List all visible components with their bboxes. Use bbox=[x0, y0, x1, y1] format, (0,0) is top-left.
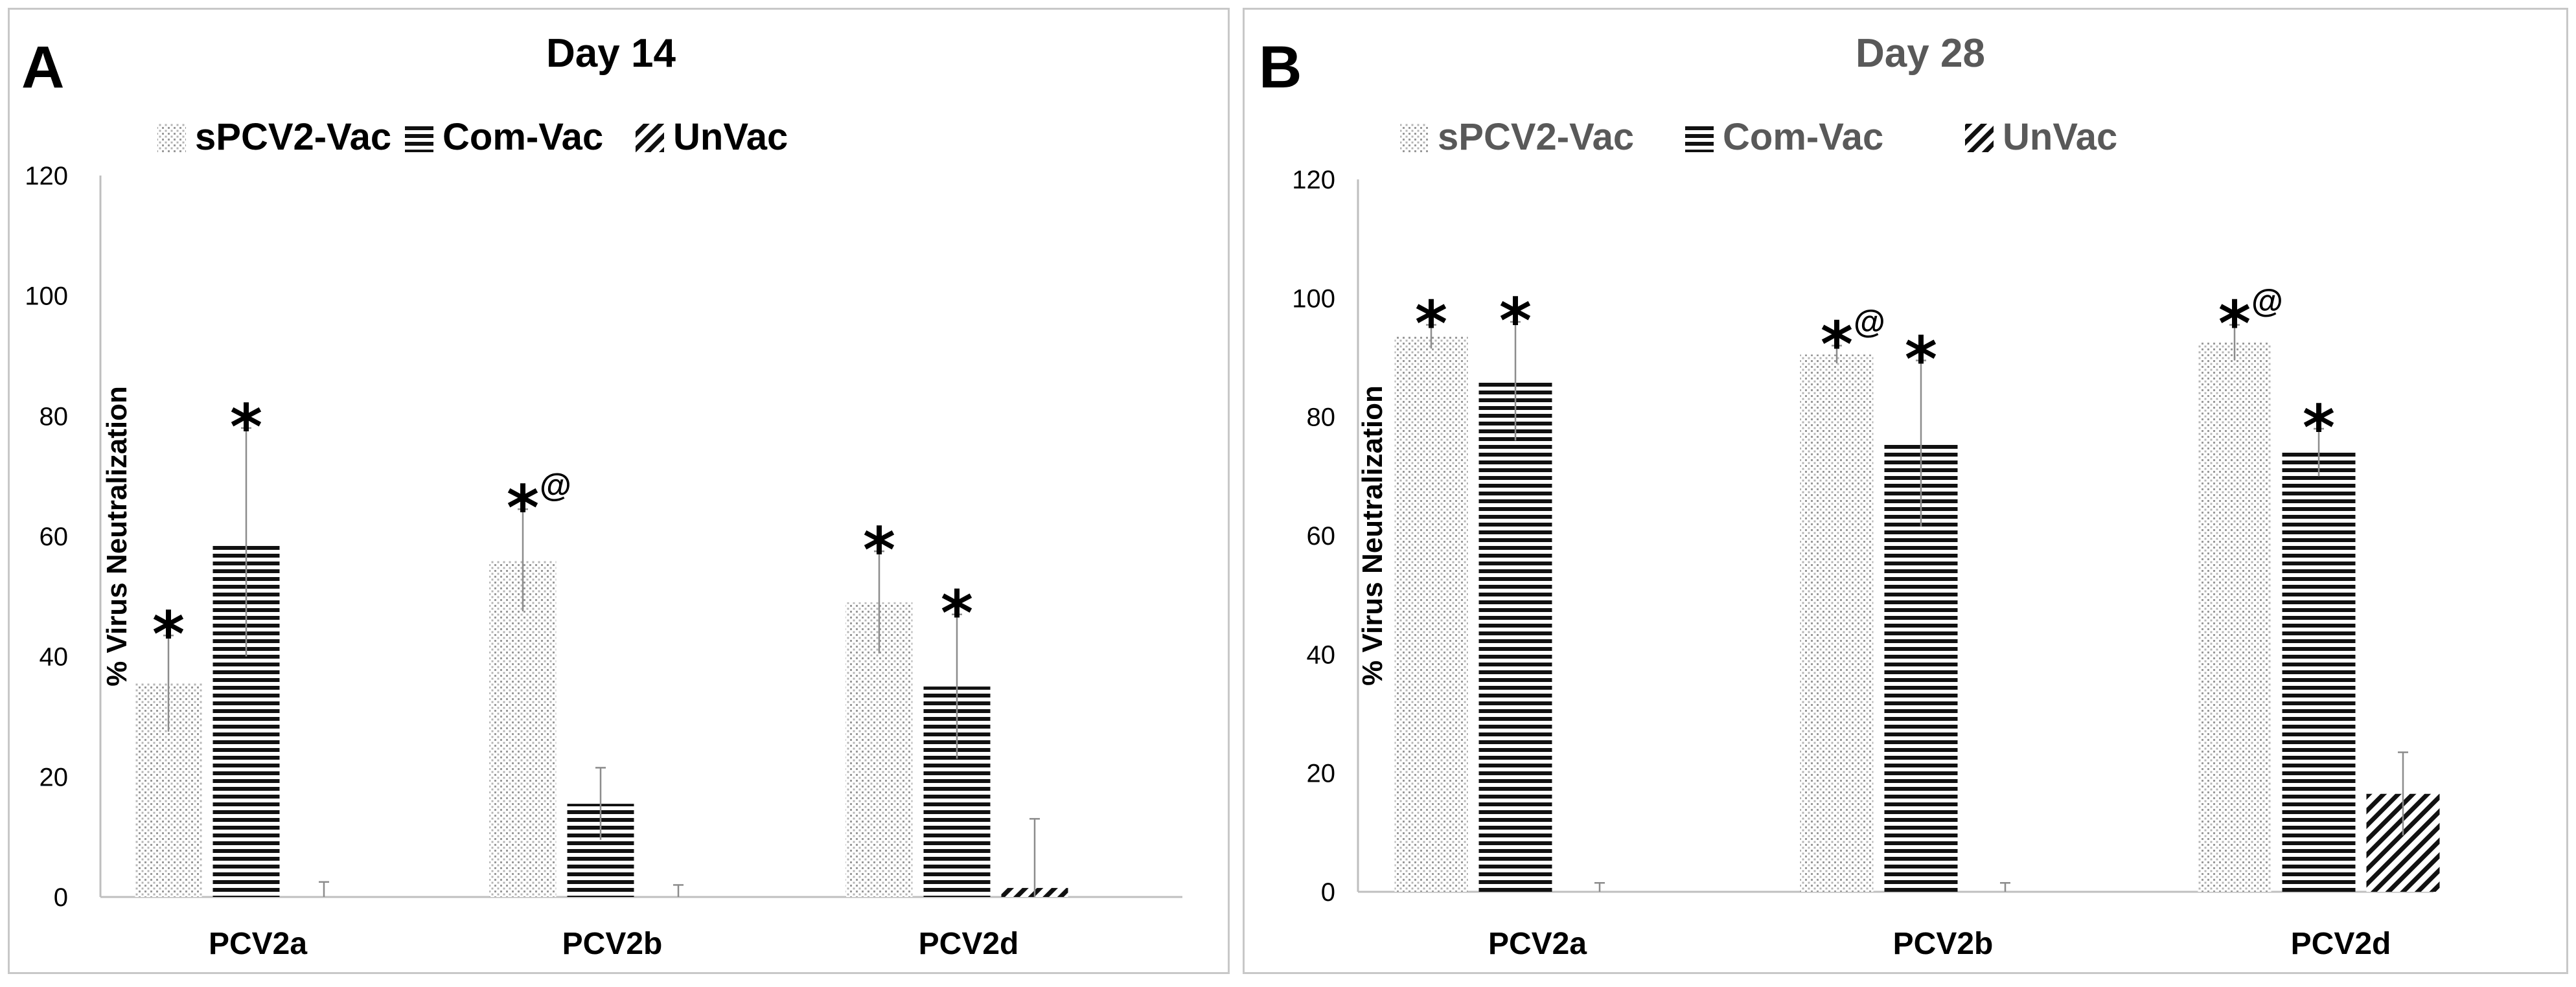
bar-spcv2-vac-pcv2b bbox=[489, 560, 557, 897]
y-tick-label: 100 bbox=[25, 282, 68, 311]
significance-star: * bbox=[863, 514, 895, 587]
significance-star: * bbox=[1821, 309, 1853, 381]
legend-swatch-com-vac bbox=[405, 124, 433, 152]
chart-title: Day 28 bbox=[1856, 31, 1985, 76]
y-tick-label: 0 bbox=[1321, 878, 1335, 907]
significance-star: * bbox=[1905, 324, 1937, 396]
chart-panel-b: B Day 28 sPCV2-Vac Com-Vac UnVac % Virus Neut… bbox=[1243, 8, 2568, 974]
significance-star: * bbox=[1499, 285, 1532, 357]
y-tick-label: 120 bbox=[25, 162, 68, 190]
y-tick-label: 0 bbox=[54, 883, 68, 912]
legend-swatch-unvac bbox=[1965, 124, 1994, 152]
bar-spcv2-vac-pcv2b bbox=[1800, 354, 1874, 892]
significance-at: @ bbox=[540, 467, 571, 503]
y-tick-label: 80 bbox=[40, 402, 69, 431]
legend-label-unvac: UnVac bbox=[2003, 116, 2117, 158]
legend-swatch-com-vac bbox=[1685, 124, 1714, 152]
chart-a-svg: A Day 14 sPCV2-Vac Com-Vac UnVac % Virus Neut… bbox=[21, 31, 1182, 961]
x-category-label: PCV2b bbox=[562, 927, 663, 961]
legend-label-com-vac: Com-Vac bbox=[443, 116, 603, 158]
significance-star: * bbox=[507, 472, 539, 545]
bar-com-vac-pcv2a bbox=[1478, 381, 1552, 892]
y-tick-label: 60 bbox=[40, 523, 69, 551]
y-tick-label: 60 bbox=[1307, 522, 1336, 550]
chart-b-svg: B Day 28 sPCV2-Vac Com-Vac UnVac % Virus Neut… bbox=[1259, 31, 2440, 961]
x-category-label: PCV2a bbox=[1488, 927, 1587, 961]
panel-letter: A bbox=[21, 34, 64, 100]
y-tick-label: 40 bbox=[1307, 641, 1336, 669]
bar-spcv2-vac-pcv2a bbox=[1394, 336, 1468, 892]
y-axis-label: % Virus Neutralization bbox=[1357, 385, 1388, 686]
y-tick-label: 120 bbox=[1292, 166, 1335, 194]
significance-star: * bbox=[941, 578, 973, 650]
significance-star: * bbox=[152, 598, 185, 671]
significance-star: * bbox=[1415, 288, 1447, 361]
y-axis-label: % Virus Neutralization bbox=[101, 386, 133, 686]
x-category-label: PCV2a bbox=[209, 927, 307, 961]
y-tick-label: 40 bbox=[40, 643, 69, 672]
x-category-label: PCV2b bbox=[1893, 927, 1994, 961]
y-tick-label: 80 bbox=[1307, 403, 1336, 432]
significance-at: @ bbox=[1854, 304, 1885, 340]
legend-label-unvac: UnVac bbox=[673, 116, 788, 158]
legend-swatch-unvac bbox=[636, 124, 664, 152]
y-tick-label: 100 bbox=[1292, 284, 1335, 313]
legend-swatch-spcv2-vac bbox=[157, 124, 186, 152]
legend-label-com-vac: Com-Vac bbox=[1723, 116, 1883, 158]
significance-star: * bbox=[2218, 288, 2251, 361]
y-tick-label: 20 bbox=[1307, 760, 1336, 788]
significance-star: * bbox=[230, 391, 262, 464]
x-category-label: PCV2d bbox=[2291, 927, 2391, 961]
y-tick-label: 20 bbox=[40, 763, 69, 791]
significance-star: * bbox=[2303, 392, 2335, 464]
bar-spcv2-vac-pcv2d bbox=[2198, 343, 2271, 892]
bar-com-vac-pcv2d bbox=[2282, 452, 2356, 892]
chart-panel-a: A Day 14 sPCV2-Vac Com-Vac UnVac % Virus Neut… bbox=[8, 8, 1230, 974]
significance-at: @ bbox=[2251, 283, 2283, 319]
panel-letter: B bbox=[1259, 34, 1302, 100]
chart-title: Day 14 bbox=[546, 31, 676, 76]
legend-label-spcv2-vac: sPCV2-Vac bbox=[1438, 116, 1634, 158]
legend-swatch-spcv2-vac bbox=[1400, 124, 1429, 152]
legend-label-spcv2-vac: sPCV2-Vac bbox=[195, 116, 391, 158]
x-category-label: PCV2d bbox=[919, 927, 1019, 961]
